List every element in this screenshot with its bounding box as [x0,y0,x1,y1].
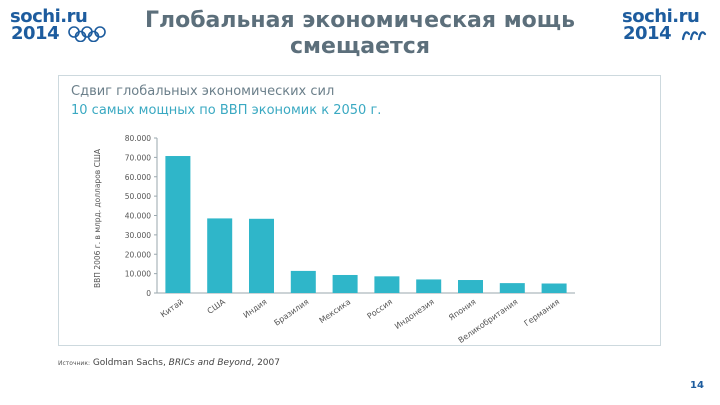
y-tick-label: 20.000 [125,250,151,259]
bar [416,279,442,293]
y-tick-label: 70.000 [125,153,151,162]
x-tick-label: Бразилия [272,297,310,327]
x-tick-label: Индия [242,297,269,320]
sochi-logo-left: sochi.ru 2014 [10,6,107,44]
y-tick-label: 60.000 [125,173,151,182]
bar [499,283,525,293]
page-title-line2: смещается [290,34,430,59]
x-tick-label: Япония [447,297,478,322]
bar [249,218,274,293]
logo-text-bottom: 2014 [11,23,60,44]
source-label: Источник: [58,360,90,367]
bar [541,283,567,293]
source-title: BRICs and Beyond [168,358,252,368]
bar [458,280,483,293]
y-tick-label: 80.000 [125,134,151,143]
logo-text-top: sochi.ru [10,6,88,27]
sochi-logo-right: sochi.ru 2014 [622,6,709,44]
source-text: Goldman Sachs, [89,358,169,368]
y-tick-label: 30.000 [125,231,151,240]
chart-title: Сдвиг глобальных экономических сил [71,84,335,99]
bar [165,156,191,293]
source-year: , 2007 [251,358,280,368]
chart-subtitle: 10 самых мощных по ВВП экономик к 2050 г… [71,103,382,118]
page-title: Глобальная экономическая мощь смещается [120,8,600,60]
y-tick-label: 10.000 [125,270,151,279]
page-number: 14 [690,380,704,391]
logo-text-top: sochi.ru [622,6,700,27]
y-tick-label: 50.000 [125,192,151,201]
bar [374,276,400,293]
y-axis-label: ВВП 2006 г. в млрд. долларов США [93,148,102,288]
x-tick-label: Германия [522,297,561,328]
bar [207,218,233,293]
x-tick-label: Индонезия [393,297,436,331]
paralympic-agitos-icon [681,31,706,41]
x-tick-label: Китай [159,297,185,319]
page-title-line1: Глобальная экономическая мощь [144,8,576,33]
bar [332,274,358,293]
bar [290,270,316,293]
x-tick-label: Россия [366,297,395,321]
source-note: Источник: Goldman Sachs, BRICs and Beyon… [58,358,280,368]
y-tick-label: 0 [146,289,151,298]
y-tick-label: 40.000 [125,212,151,221]
olympic-rings-icon [68,26,106,42]
logo-text-bottom: 2014 [623,23,672,44]
chart-panel [58,75,661,346]
x-tick-label: США [206,297,228,316]
x-tick-label: Мексика [318,297,353,325]
